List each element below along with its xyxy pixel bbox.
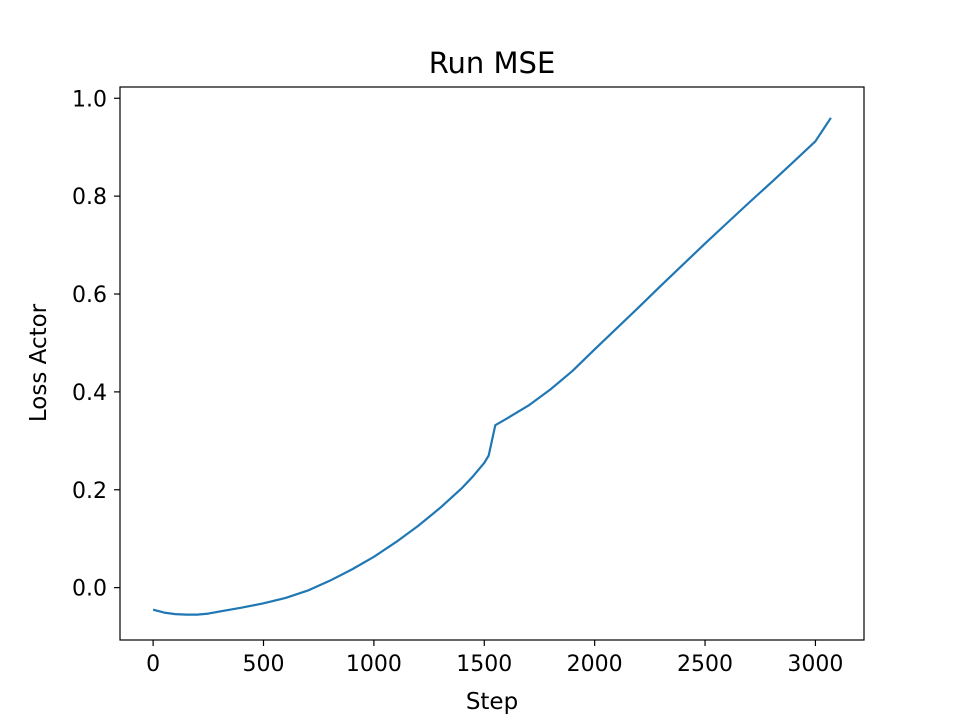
y-tick-label: 0.0 <box>72 577 107 602</box>
x-tick-label: 1500 <box>456 652 512 677</box>
chart-title: Run MSE <box>429 46 556 80</box>
x-axis: 0 500 1000 1500 2000 2500 3000 <box>146 640 843 677</box>
x-tick-label: 500 <box>243 652 285 677</box>
y-tick-label: 1.0 <box>72 87 107 112</box>
x-tick-label: 2000 <box>567 652 623 677</box>
y-axis-label: Loss Actor <box>26 303 52 422</box>
y-tick-label: 0.2 <box>72 479 107 504</box>
x-tick-label: 1000 <box>346 652 402 677</box>
y-axis: 0.0 0.2 0.4 0.6 0.8 1.0 <box>72 87 120 602</box>
x-tick-label: 2500 <box>677 652 733 677</box>
y-tick-label: 0.8 <box>72 185 107 210</box>
y-tick-label: 0.6 <box>72 283 107 308</box>
axes-frame <box>119 86 865 641</box>
series-line <box>152 117 832 616</box>
y-tick-label: 0.4 <box>72 381 107 406</box>
x-axis-label: Step <box>466 689 518 715</box>
x-tick-label: 0 <box>146 652 160 677</box>
x-tick-label: 3000 <box>787 652 843 677</box>
